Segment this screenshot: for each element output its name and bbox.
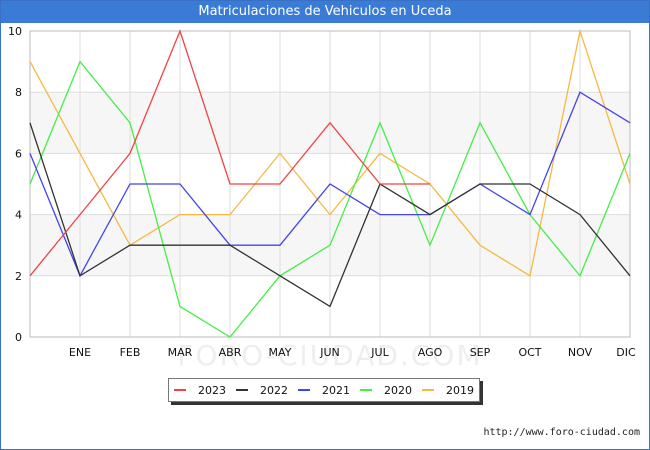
y-tick-label: 4 xyxy=(15,209,22,222)
x-tick-label: SEP xyxy=(470,346,491,359)
x-tick-label: ABR xyxy=(219,346,242,359)
legend-item-2019: 2019 xyxy=(422,384,474,397)
y-tick-label: 8 xyxy=(15,86,22,99)
legend-label: 2021 xyxy=(322,383,350,397)
y-tick-label: 6 xyxy=(15,147,22,160)
x-tick-label: JUL xyxy=(370,346,389,359)
y-tick-label: 0 xyxy=(15,331,22,344)
x-tick-label: MAR xyxy=(168,346,193,359)
legend-swatch xyxy=(360,389,372,391)
legend-label: 2023 xyxy=(198,383,226,397)
x-tick-label: JUN xyxy=(319,346,340,359)
legend: 2023 2022 2021 2020 2019 xyxy=(168,378,480,402)
x-tick-label: ENE xyxy=(69,346,91,359)
x-tick-label: NOV xyxy=(568,346,593,359)
legend-swatch xyxy=(298,389,310,391)
legend-item-2020: 2020 xyxy=(360,384,412,397)
legend-item-2022: 2022 xyxy=(236,384,288,397)
site-credit: http://www.foro-ciudad.com xyxy=(483,427,640,438)
x-tick-label: DIC xyxy=(616,346,636,359)
x-tick-label: AGO xyxy=(418,346,443,359)
series-line-2022 xyxy=(29,122,631,308)
y-tick-label: 10 xyxy=(8,25,22,38)
legend-item-2023: 2023 xyxy=(174,384,226,397)
legend-label: 2022 xyxy=(260,383,288,397)
x-tick-label: OCT xyxy=(518,346,541,359)
y-tick-label: 2 xyxy=(15,270,22,283)
legend-label: 2019 xyxy=(446,383,474,397)
series-line-2021 xyxy=(29,91,631,278)
watermark: FORO-CIUDAD.COM xyxy=(177,339,482,372)
chart-title: Matriculaciones de Vehiculos en Uceda xyxy=(1,1,649,23)
legend-swatch xyxy=(174,389,186,391)
legend-swatch xyxy=(236,389,248,391)
x-tick-label: MAY xyxy=(269,346,292,359)
legend-swatch xyxy=(422,389,434,391)
x-tick-label: FEB xyxy=(120,346,141,359)
legend-item-2021: 2021 xyxy=(298,384,350,397)
series-line-2023 xyxy=(29,29,430,277)
legend-label: 2020 xyxy=(384,383,412,397)
